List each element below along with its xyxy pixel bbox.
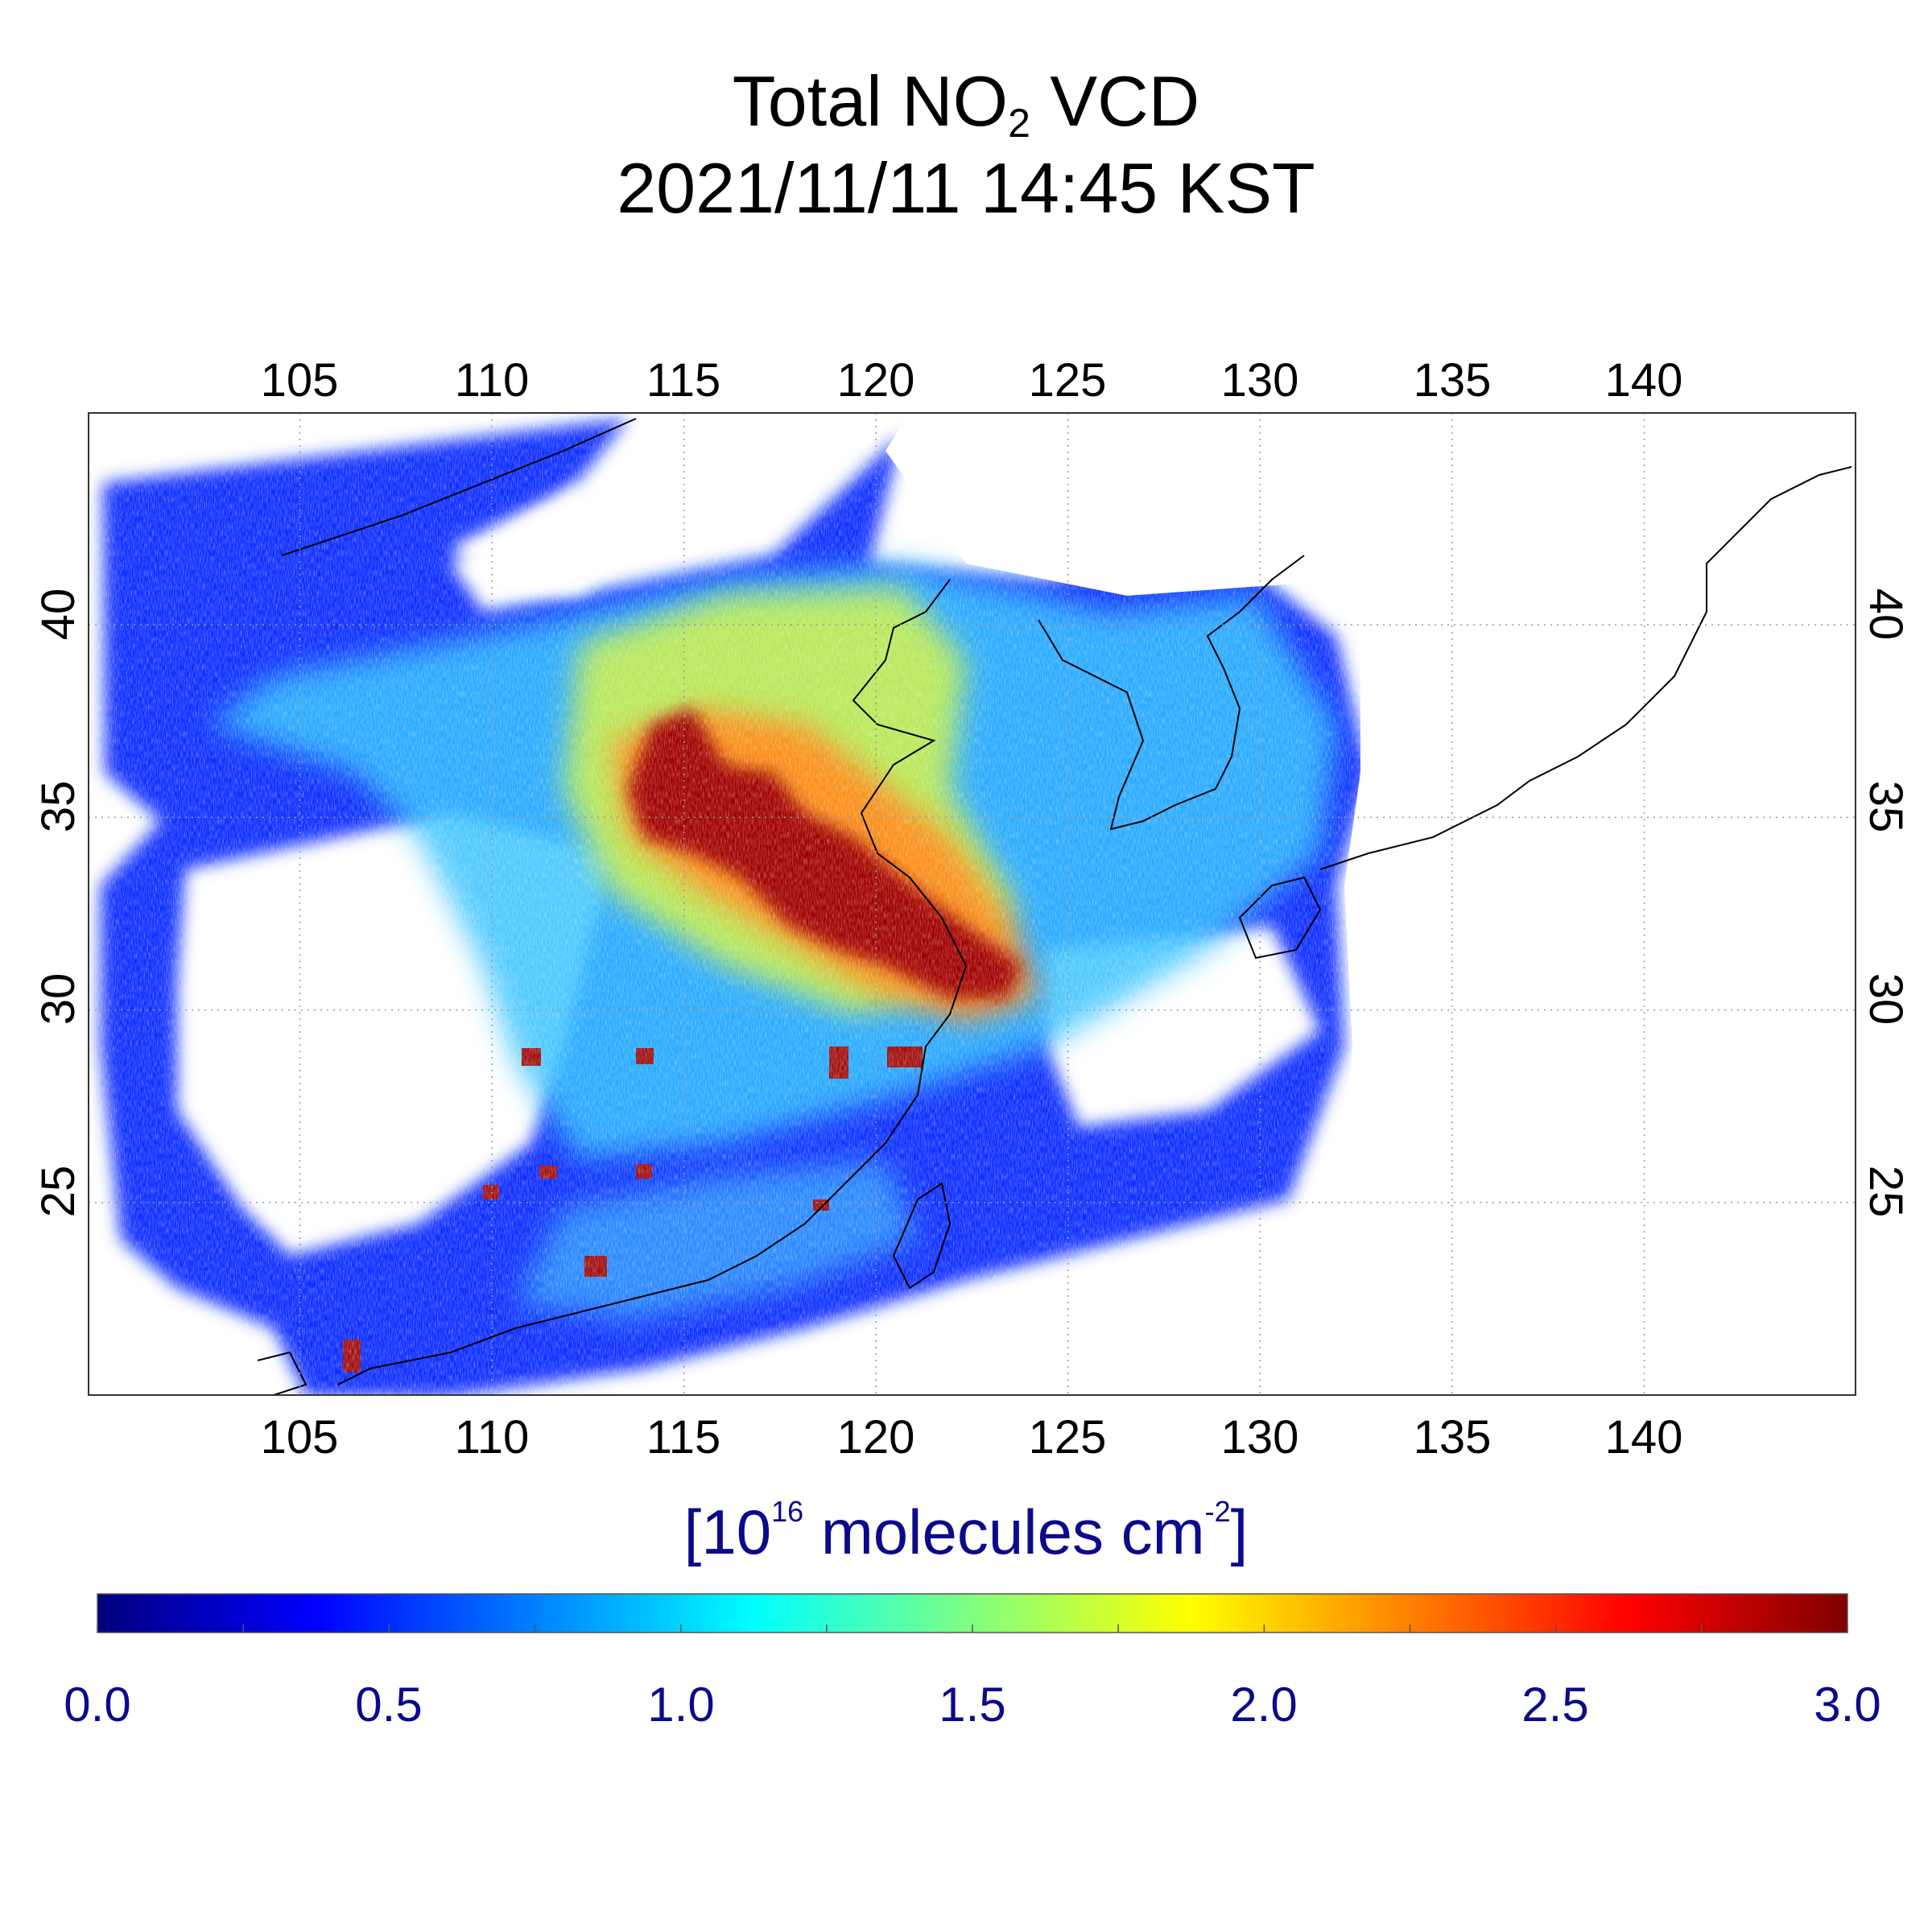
lon-label-top: 130 xyxy=(1221,354,1299,407)
graticule xyxy=(89,413,1856,1395)
lon-label-top: 115 xyxy=(646,354,720,407)
no2-field xyxy=(89,413,1856,1395)
lon-label-bottom: 115 xyxy=(646,1411,720,1463)
coastline-japan xyxy=(1319,466,1852,870)
coastline-korea xyxy=(1038,555,1305,831)
chart-title-line1: Total NO2 VCD xyxy=(0,66,1932,146)
lon-label-bottom: 110 xyxy=(455,1411,529,1463)
no-data-east xyxy=(966,413,1856,1395)
left-lat-labels: 25 30 35 40 xyxy=(32,588,85,1218)
lon-label-bottom: 130 xyxy=(1221,1411,1299,1463)
lat-label-right: 30 xyxy=(1860,973,1912,1026)
lon-label-bottom: 105 xyxy=(261,1411,339,1463)
lon-label-bottom: 140 xyxy=(1605,1411,1683,1463)
lon-label-top: 135 xyxy=(1414,354,1492,407)
title-prefix: Total NO xyxy=(732,61,1009,141)
lon-label-top: 140 xyxy=(1605,354,1683,407)
coastline-hainan xyxy=(257,1351,308,1395)
unit-exponent-2: -2 xyxy=(1204,1495,1231,1528)
coastline-kyushu xyxy=(1238,876,1322,960)
chart-title-line2: 2021/11/11 14:45 KST xyxy=(617,148,1315,228)
lat-label-left: 25 xyxy=(32,1166,85,1218)
unit-suffix: ] xyxy=(1230,1496,1249,1567)
map-frame xyxy=(88,412,1856,1396)
lon-label-bottom: 125 xyxy=(1029,1411,1107,1463)
coastline-taiwan xyxy=(892,1182,952,1290)
lat-label-left: 35 xyxy=(32,781,85,833)
unit-mid: molecules cm xyxy=(803,1496,1205,1567)
title-subscript: 2 xyxy=(1008,101,1030,146)
no-data-northeast xyxy=(886,413,1360,596)
lat-label-right: 25 xyxy=(1860,1166,1912,1218)
unit-prefix: [10 xyxy=(683,1496,772,1567)
right-lat-labels: 25 30 35 40 xyxy=(1860,588,1912,1218)
lat-label-right: 35 xyxy=(1860,781,1912,833)
lat-label-right: 40 xyxy=(1860,588,1912,641)
title-suffix: VCD xyxy=(1030,61,1200,141)
lon-label-top: 125 xyxy=(1029,354,1107,407)
colorbar-unit-label: [1016 molecules cm-2] xyxy=(0,1495,1932,1564)
coastlines xyxy=(257,418,1852,1395)
lat-label-left: 30 xyxy=(32,973,85,1026)
lat-label-left: 40 xyxy=(32,588,85,641)
unit-exponent: 16 xyxy=(771,1495,804,1528)
bottom-lon-labels: 105 110 115 120 125 130 135 140 xyxy=(261,1411,1683,1463)
lon-label-top: 105 xyxy=(261,354,339,407)
lon-label-top: 120 xyxy=(837,354,915,407)
lon-label-top: 110 xyxy=(455,354,529,407)
lon-label-bottom: 135 xyxy=(1414,1411,1492,1463)
top-lon-labels: 105 110 115 120 125 130 135 140 xyxy=(261,354,1683,407)
lon-label-bottom: 120 xyxy=(837,1411,915,1463)
coastline-china xyxy=(337,579,968,1385)
border-north xyxy=(281,418,637,556)
